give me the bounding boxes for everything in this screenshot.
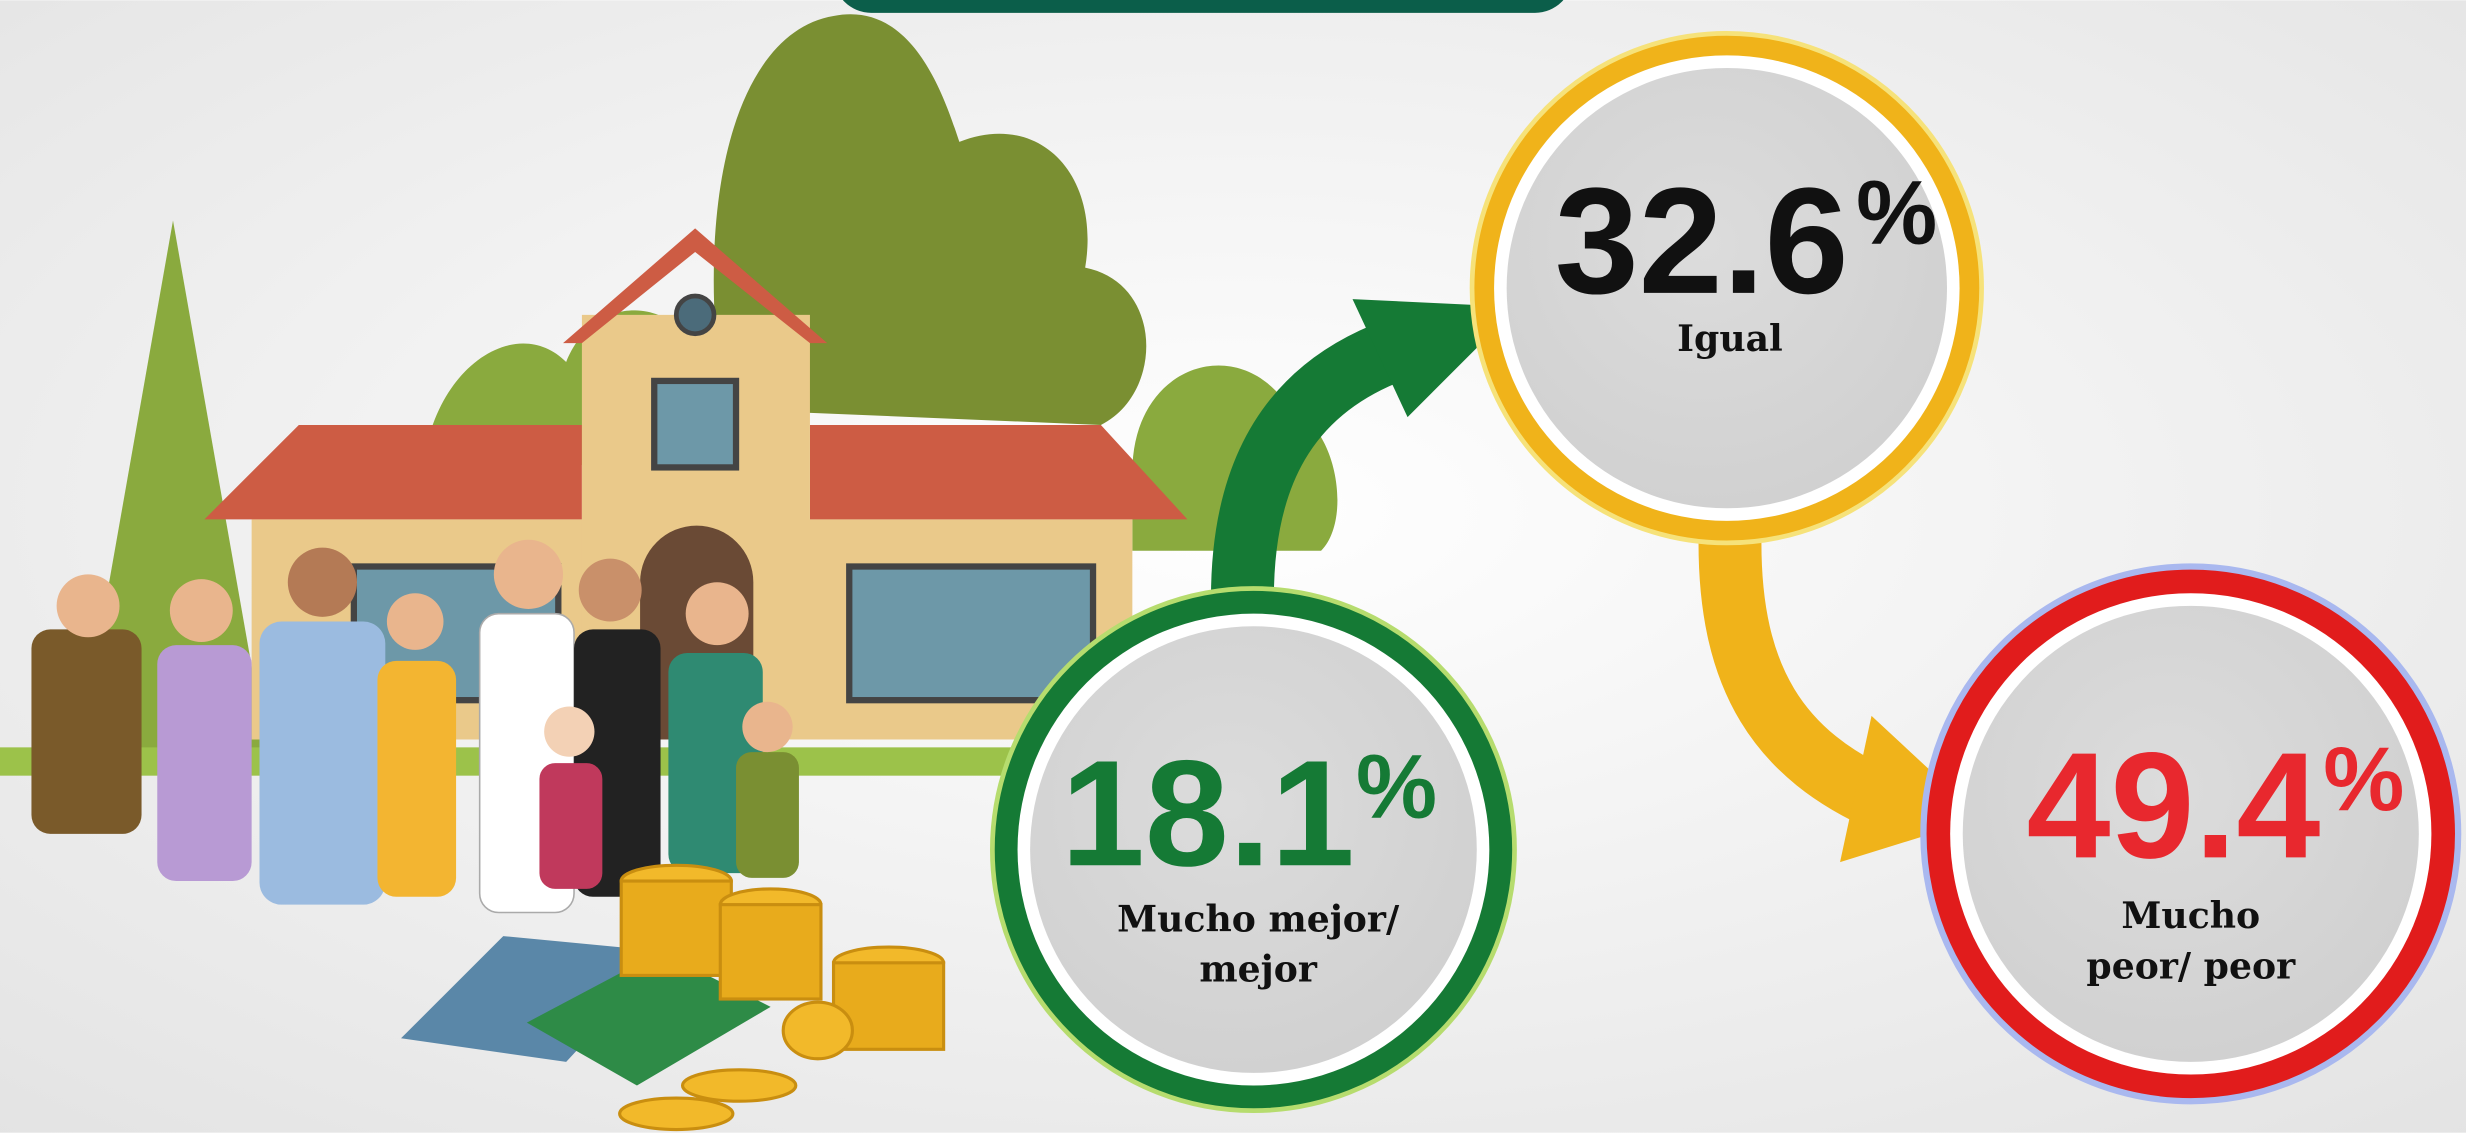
unit: % <box>2323 728 2404 830</box>
page: {"circles": [ {"value": 32.6, "unit": "%… <box>0 0 2466 1133</box>
label: mejor <box>1199 948 1317 991</box>
circle-peor: 49.4 % Mucho peor/ peor <box>1923 567 2458 1102</box>
label: Igual <box>1677 317 1783 360</box>
label: peor/ peor <box>2086 945 2296 988</box>
circle-mejor: 18.1 % Mucho mejor/ mejor <box>992 589 1514 1111</box>
circle-igual: 32.6 % Igual <box>1472 33 1982 543</box>
value: 18.1 <box>1061 728 1355 897</box>
top-banner <box>834 0 1573 13</box>
unit: % <box>1856 162 1937 264</box>
value: 49.4 <box>2027 720 2321 889</box>
label: Mucho <box>2121 894 2260 937</box>
infographic: 32.6 % Igual 18.1 % Mucho mejor/ mejor 4… <box>0 0 2466 1133</box>
value: 32.6 <box>1555 156 1849 325</box>
label: Mucho mejor/ <box>1117 897 1400 940</box>
unit: % <box>1356 736 1437 838</box>
